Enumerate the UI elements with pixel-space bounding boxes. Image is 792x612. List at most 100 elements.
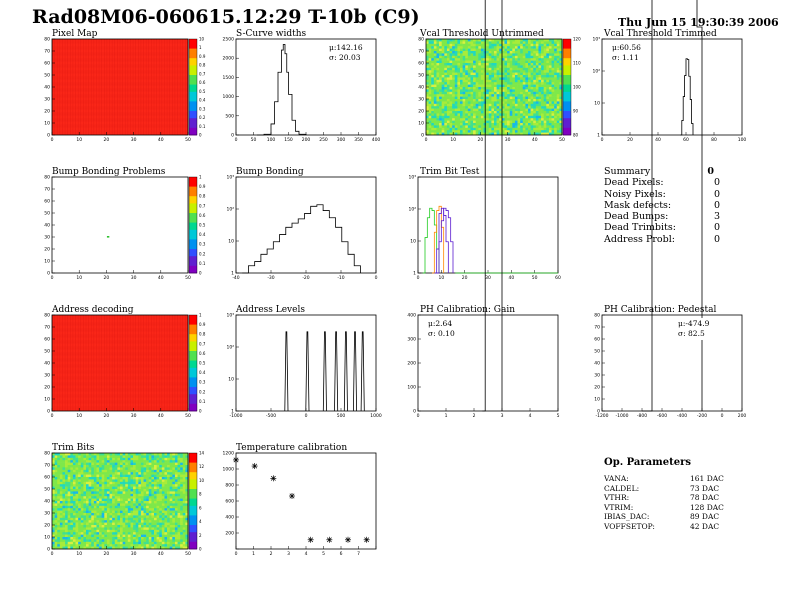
heatmap-cell: [559, 60, 563, 64]
heatmap-cell: [462, 99, 466, 102]
heatmap-cell: [156, 493, 160, 497]
heatmap-cell: [522, 48, 526, 52]
heatmap-cell: [83, 469, 87, 473]
heatmap-cell: [446, 82, 450, 85]
heatmap-cell: [62, 541, 66, 545]
heatmap-cell: [130, 541, 134, 545]
heatmap-cell: [59, 522, 63, 526]
heatmap-cell: [491, 103, 495, 107]
heatmap-cell: [504, 77, 508, 81]
y-tick-label: 50: [594, 349, 600, 355]
heatmap-cell: [439, 77, 442, 81]
heatmap-cell: [520, 125, 524, 129]
heatmap-cell: [439, 63, 442, 66]
heatmap-cell: [120, 481, 123, 485]
heatmap-cell: [501, 70, 505, 73]
heatmap-cell: [133, 505, 136, 509]
heatmap-cell: [135, 460, 139, 463]
heatmap-cell: [106, 481, 110, 485]
heatmap-cell: [185, 491, 189, 495]
heatmap-cell: [517, 132, 521, 136]
heatmap-cell: [454, 123, 458, 126]
heatmap-cell: [452, 48, 456, 52]
heatmap-cell: [114, 503, 118, 507]
heatmap-cell: [112, 522, 116, 526]
x-tick-label: 0: [601, 137, 604, 143]
heatmap-cell: [96, 527, 100, 531]
heatmap-cell: [470, 77, 474, 81]
heatmap-cell: [546, 108, 550, 112]
heatmap-cell: [449, 72, 453, 76]
heatmap-cell: [530, 99, 534, 102]
heatmap-cell: [460, 96, 463, 100]
heatmap-cell: [164, 493, 168, 497]
heatmap-cell: [538, 82, 542, 85]
heatmap-cell: [546, 89, 550, 93]
heatmap-cell: [478, 41, 482, 45]
heatmap-cell: [473, 48, 476, 52]
heatmap-cell: [478, 70, 482, 73]
heatmap-cell: [509, 43, 513, 47]
heatmap-cell: [114, 457, 118, 461]
heatmap-cell: [444, 53, 448, 57]
heatmap-cell: [140, 537, 144, 540]
heatmap-cell: [93, 527, 97, 531]
heatmap-cell: [75, 477, 79, 480]
heatmap-cell: [514, 84, 518, 88]
heatmap-cell: [146, 515, 150, 519]
heatmap-cell: [517, 70, 521, 73]
colorbar-label: 0: [199, 271, 202, 276]
heatmap-cell: [454, 118, 458, 121]
heatmap-cell: [59, 489, 63, 492]
heatmap-cell: [533, 113, 537, 117]
colorbar-cell: [189, 75, 197, 78]
heatmap-cell: [467, 55, 471, 59]
heatmap-cell: [140, 517, 144, 521]
heatmap-cell: [122, 544, 126, 547]
heatmap-cell: [96, 525, 100, 528]
heatmap-cell: [159, 462, 163, 466]
heatmap-cell: [167, 460, 170, 463]
heatmap-cell: [52, 529, 55, 533]
heatmap-cell: [130, 467, 134, 471]
heatmap-cell: [164, 522, 168, 526]
heatmap-cell: [88, 508, 92, 511]
heatmap-cell: [533, 87, 537, 90]
heatmap-cell: [127, 522, 131, 526]
heatmap-cell: [528, 79, 531, 83]
heatmap-cell: [75, 515, 79, 519]
heatmap-cell: [156, 539, 160, 543]
heatmap-cell: [496, 53, 500, 57]
heatmap-cell: [91, 481, 95, 485]
heatmap-cell: [460, 55, 463, 59]
heatmap-cell: [509, 94, 513, 97]
heatmap-cell: [548, 103, 552, 107]
heatmap-cell: [446, 41, 450, 45]
heatmap-cell: [530, 84, 534, 88]
heatmap-cell: [127, 541, 131, 545]
heatmap-cell: [112, 455, 116, 459]
heatmap-cell: [554, 79, 558, 83]
heatmap-cell: [140, 467, 144, 471]
heatmap-cell: [114, 472, 118, 475]
heatmap-cell: [135, 532, 139, 535]
heatmap-cell: [551, 89, 555, 93]
heatmap-cell: [494, 96, 497, 100]
heatmap-cell: [148, 465, 152, 468]
heatmap-cell: [125, 479, 129, 483]
heatmap-cell: [101, 546, 105, 550]
heatmap-cell: [180, 493, 184, 497]
heatmap-cell: [465, 91, 469, 95]
heatmap-cell: [509, 75, 513, 78]
heatmap-cell: [441, 89, 445, 93]
heatmap-cell: [104, 469, 108, 473]
heatmap-cell: [104, 505, 108, 509]
heatmap-cell: [135, 510, 139, 514]
heatmap-cell: [67, 541, 71, 545]
heatmap-cell: [117, 544, 121, 547]
heatmap-cell: [491, 51, 495, 54]
heatmap-cell: [554, 118, 558, 121]
heatmap-cell: [104, 467, 108, 471]
heatmap-cell: [172, 539, 176, 543]
heatmap-cell: [556, 84, 560, 88]
